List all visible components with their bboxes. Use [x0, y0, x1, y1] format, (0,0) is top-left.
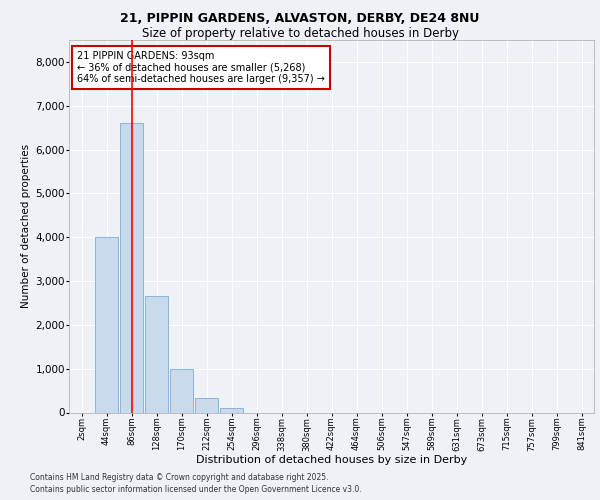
Bar: [145, 296, 168, 412]
Bar: [120, 124, 143, 412]
Text: 21 PIPPIN GARDENS: 93sqm
← 36% of detached houses are smaller (5,268)
64% of sem: 21 PIPPIN GARDENS: 93sqm ← 36% of detach…: [77, 51, 325, 84]
Y-axis label: Number of detached properties: Number of detached properties: [21, 144, 31, 308]
Bar: [170, 368, 193, 412]
Text: Size of property relative to detached houses in Derby: Size of property relative to detached ho…: [142, 28, 458, 40]
Text: Contains HM Land Registry data © Crown copyright and database right 2025.: Contains HM Land Registry data © Crown c…: [30, 472, 329, 482]
Text: 21, PIPPIN GARDENS, ALVASTON, DERBY, DE24 8NU: 21, PIPPIN GARDENS, ALVASTON, DERBY, DE2…: [121, 12, 479, 26]
Bar: [95, 237, 118, 412]
Bar: [195, 398, 218, 412]
Text: Contains public sector information licensed under the Open Government Licence v3: Contains public sector information licen…: [30, 485, 362, 494]
Bar: [220, 408, 243, 412]
X-axis label: Distribution of detached houses by size in Derby: Distribution of detached houses by size …: [196, 455, 467, 465]
